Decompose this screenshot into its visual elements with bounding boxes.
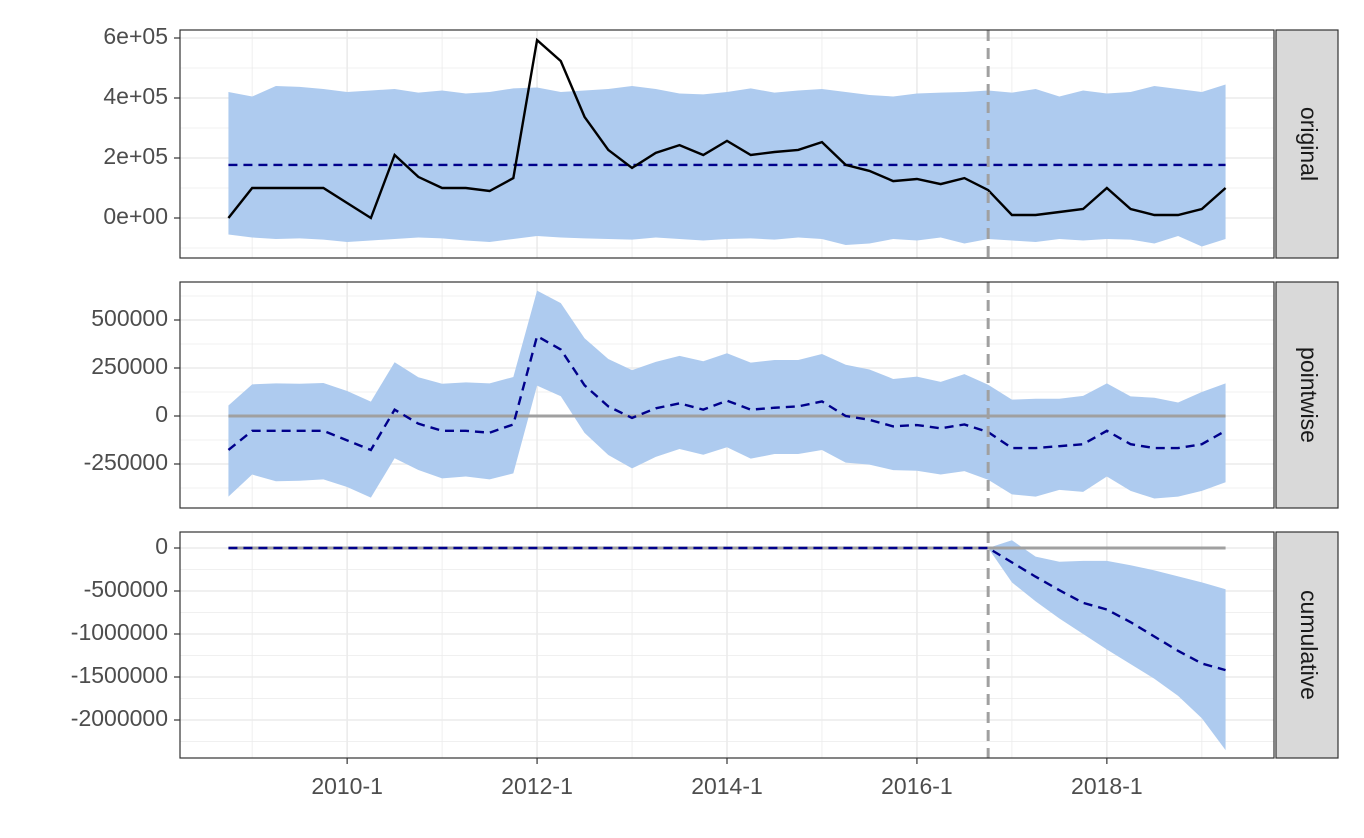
panel [180,30,1274,258]
strip-background [1275,281,1339,509]
x-tick-label: 2018-1 [1071,773,1143,799]
y-tick-label: -1000000 [71,619,168,645]
y-tick-label: -1500000 [71,662,168,688]
y-tick-label: -500000 [84,576,168,602]
y-tick-label: 0e+00 [103,203,168,229]
strip-label: pointwise [1296,347,1322,443]
x-tick-label: 2012-1 [501,773,573,799]
y-tick-label: 250000 [91,353,168,379]
strip-background [1275,531,1339,759]
y-tick-label: 6e+05 [103,23,168,49]
y-tick-label: 2e+05 [103,143,168,169]
confidence-band [228,290,1226,499]
panel [180,282,1274,508]
y-tick-label: -2000000 [71,705,168,731]
strip-label: original [1296,107,1322,181]
y-tick-label: 0 [155,401,168,427]
y-tick-label: 4e+05 [103,83,168,109]
series-line [227,334,1227,452]
panel [180,532,1274,758]
strip-background [1275,29,1339,259]
x-tick-label: 2010-1 [311,773,383,799]
panel-border [179,29,1275,259]
series-line [227,37,1227,220]
x-tick-label: 2016-1 [881,773,953,799]
y-tick-label: -250000 [84,449,168,475]
series-line [228,546,1226,672]
strip-label: cumulative [1296,590,1322,700]
panel-border [179,281,1275,509]
y-tick-label: 0 [155,533,168,559]
x-tick-label: 2014-1 [691,773,763,799]
y-tick-label: 500000 [91,305,168,331]
